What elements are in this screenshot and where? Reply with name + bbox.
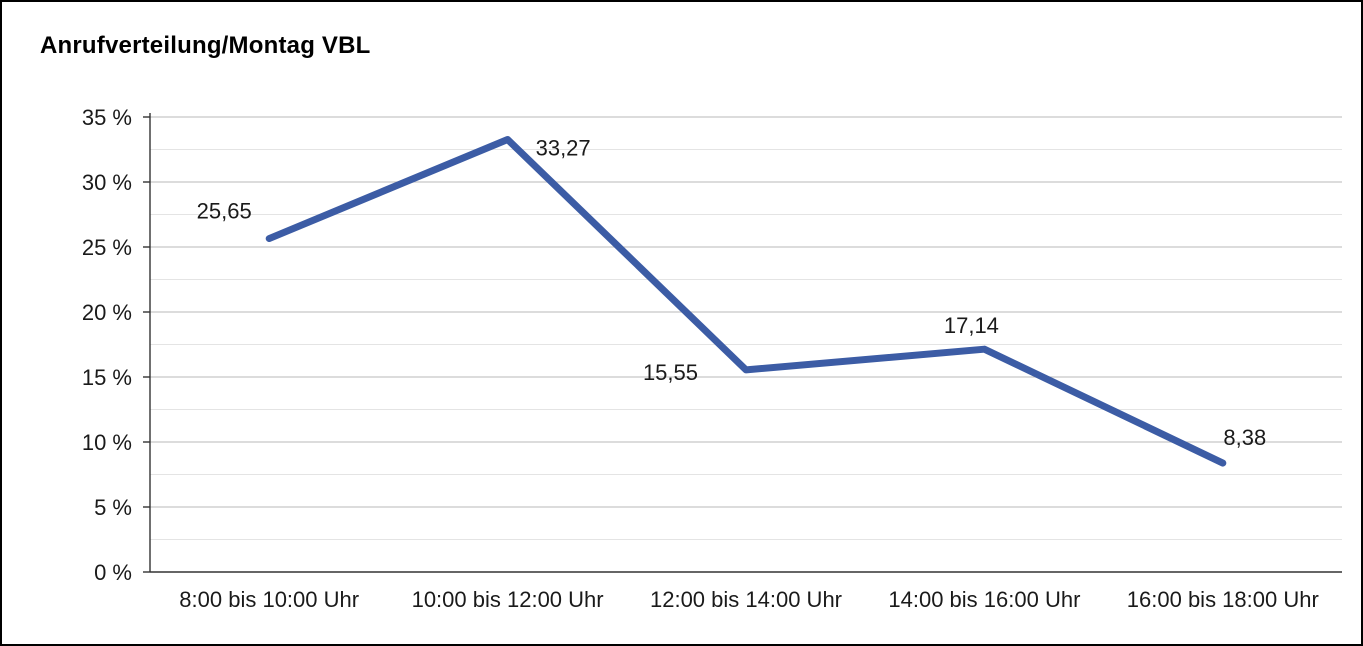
x-axis-tick-label: 16:00 bis 18:00 Uhr <box>1127 587 1319 612</box>
data-point-label: 8,38 <box>1223 425 1266 450</box>
x-axis-tick-label: 10:00 bis 12:00 Uhr <box>412 587 604 612</box>
y-axis-tick-label: 20 % <box>82 300 132 325</box>
y-axis-tick-label: 25 % <box>82 235 132 260</box>
x-axis-tick-label: 12:00 bis 14:00 Uhr <box>650 587 842 612</box>
data-point-label: 33,27 <box>536 135 591 160</box>
y-axis-tick-label: 35 % <box>82 105 132 130</box>
y-axis-tick-label: 5 % <box>94 495 132 520</box>
y-axis-tick-label: 0 % <box>94 560 132 585</box>
chart-title: Anrufverteilung/Montag VBL <box>40 32 371 59</box>
x-axis-tick-label: 8:00 bis 10:00 Uhr <box>179 587 359 612</box>
y-axis-tick-label: 30 % <box>82 170 132 195</box>
data-point-label: 25,65 <box>197 199 252 224</box>
y-axis-tick-label: 10 % <box>82 430 132 455</box>
data-point-label: 15,55 <box>643 360 698 385</box>
x-axis-tick-label: 14:00 bis 16:00 Uhr <box>888 587 1080 612</box>
data-point-label: 17,14 <box>944 313 999 338</box>
chart-line <box>265 135 1227 467</box>
y-axis-tick-label: 15 % <box>82 365 132 390</box>
